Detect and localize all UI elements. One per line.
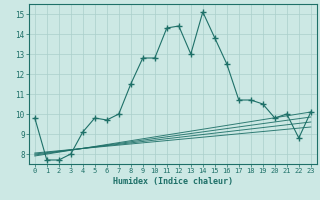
X-axis label: Humidex (Indice chaleur): Humidex (Indice chaleur) (113, 177, 233, 186)
